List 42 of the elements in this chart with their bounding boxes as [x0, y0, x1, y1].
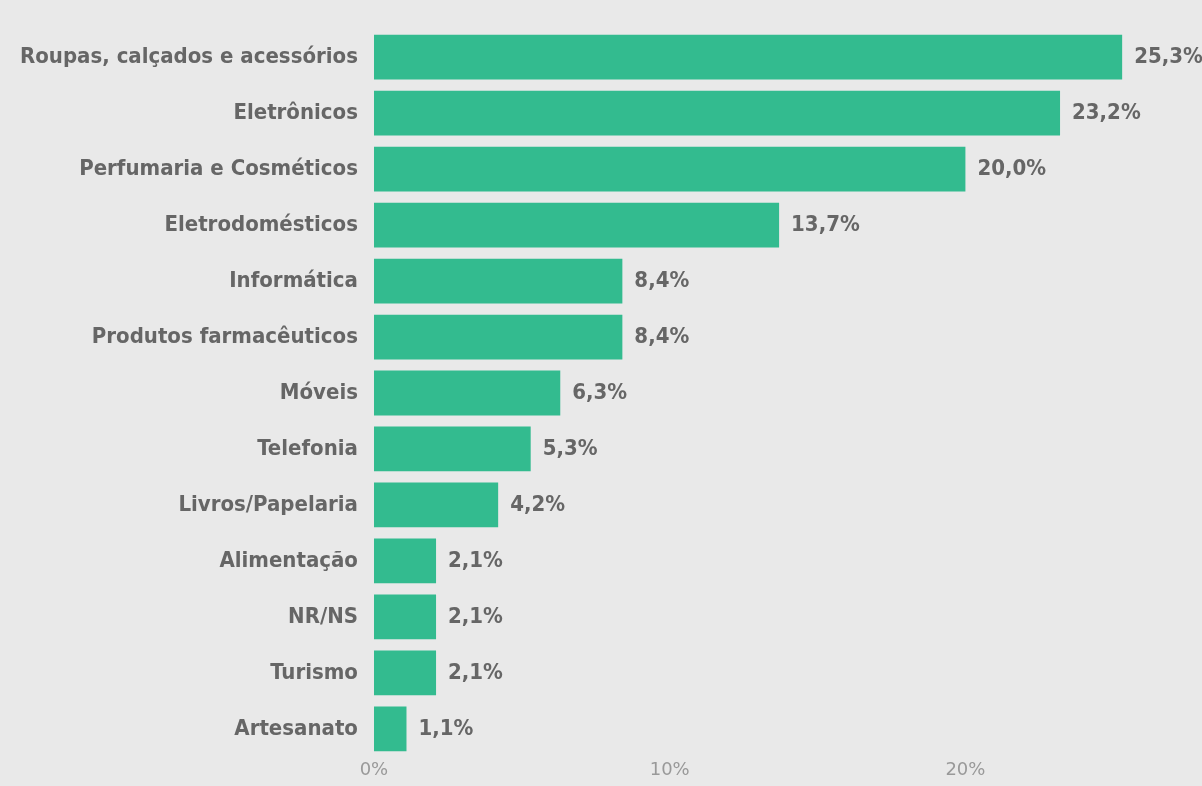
bar [373, 258, 623, 304]
bar [373, 482, 499, 528]
y-tick-label: Roupas, calçados e acessórios [20, 42, 358, 68]
bar [373, 370, 561, 416]
y-tick-label: NR/NS [288, 602, 358, 628]
data-label: 5,3% [542, 434, 598, 460]
y-tick-label: Produtos farmacêuticos [91, 322, 358, 348]
y-tick-label: Móveis [279, 378, 358, 404]
x-tick-label: 20% [945, 758, 986, 780]
bar [373, 594, 437, 640]
x-tick-label: 0% [359, 758, 389, 780]
bar [373, 426, 531, 472]
bar [373, 202, 780, 248]
bar [373, 706, 407, 752]
bar [373, 314, 623, 360]
bar [373, 650, 437, 696]
data-label: 8,4% [634, 266, 690, 292]
bar [373, 34, 1123, 80]
x-tick-label: 10% [649, 758, 690, 780]
y-tick-label: Alimentação [219, 546, 358, 572]
data-label: 4,2% [510, 490, 566, 516]
data-label: 8,4% [634, 322, 690, 348]
data-label: 13,7% [791, 210, 860, 236]
data-label: 2,1% [448, 658, 504, 684]
y-tick-label: Perfumaria e Cosméticos [79, 154, 358, 180]
y-tick-label: Informática [229, 266, 358, 292]
data-label: 2,1% [448, 602, 504, 628]
data-label: 23,2% [1072, 98, 1141, 124]
y-tick-label: Livros/Papelaria [178, 490, 358, 516]
data-label: 25,3% [1134, 42, 1202, 68]
data-label: 2,1% [448, 546, 504, 572]
data-label: 20,0% [977, 154, 1047, 180]
y-tick-label: Eletrônicos [233, 98, 358, 124]
data-label: 1,1% [418, 714, 474, 740]
data-label: 6,3% [572, 378, 628, 404]
bar [373, 90, 1061, 136]
bar [373, 538, 437, 584]
y-tick-label: Turismo [270, 658, 358, 684]
bar [373, 146, 966, 192]
y-tick-label: Eletrodomésticos [164, 210, 358, 236]
y-tick-label: Telefonia [257, 434, 358, 460]
y-tick-label: Artesanato [234, 714, 358, 740]
